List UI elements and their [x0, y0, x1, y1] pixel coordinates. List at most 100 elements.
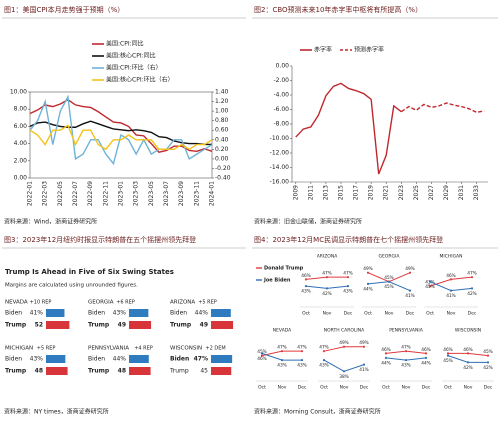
legend-label: 预测赤字率: [354, 46, 384, 54]
data-label: 49%: [363, 266, 373, 272]
line: [29, 120, 212, 146]
y-tick-label: -4.00: [273, 92, 289, 99]
state-margin: +5 REP: [198, 300, 217, 306]
data-label: 46%: [301, 273, 311, 279]
y-tick-label: -6.00: [273, 106, 289, 113]
x-tick-label: Oct: [302, 311, 310, 317]
vote-share: 47%: [194, 356, 208, 363]
candidate-name: Trump: [5, 368, 27, 375]
bar: [46, 321, 70, 329]
data-label: 41%: [446, 293, 456, 299]
x-tick-label: Dec: [406, 311, 415, 317]
data-label: 42%: [483, 365, 493, 371]
y-tick-label: -16.00: [270, 179, 290, 186]
data-label: 49%: [359, 340, 369, 346]
x-tick-label: 2022-11: [102, 181, 109, 206]
state-margin: +6 REP: [116, 300, 135, 306]
candidate-name: Trump: [169, 368, 189, 375]
vote-share: 44%: [195, 310, 209, 317]
bar: [46, 367, 68, 375]
data-label: 43%: [301, 289, 311, 295]
data-label: 46%: [421, 347, 431, 353]
y-tick-label: -0.20: [215, 165, 231, 172]
data-label: 47%: [319, 345, 329, 351]
x-tick-label: 2019: [368, 185, 375, 200]
point: [404, 350, 408, 353]
data-label: 45%: [483, 349, 493, 355]
legend-label: 美国:CPI:环比（右）: [106, 64, 162, 72]
x-tick-label: Dec: [360, 385, 369, 391]
candidate-name: Biden: [88, 356, 105, 363]
data-label: 44%: [381, 360, 391, 366]
y-tick-label: 0.00: [215, 155, 229, 162]
state-name: MICHIGAN: [440, 254, 463, 260]
bar: [211, 367, 232, 375]
line: [400, 102, 485, 114]
y-tick-label: -2.00: [273, 77, 289, 84]
point: [362, 345, 366, 348]
plot-frame: [29, 91, 213, 179]
point: [280, 359, 284, 362]
y-tick-label: 1.20: [215, 98, 229, 105]
x-tick-label: 2025: [413, 185, 420, 200]
vote-share: 49: [200, 322, 208, 329]
x-tick-label: 2023-11: [193, 181, 200, 206]
x-tick-label: 2029: [443, 185, 450, 200]
point: [366, 282, 370, 285]
vote-share: 49: [118, 322, 126, 329]
y-tick-label: 2.00: [14, 157, 28, 164]
x-tick-label: 2022-01: [27, 181, 34, 206]
source: 资料来源：Morning Consult，浙商证券研究所: [254, 408, 381, 416]
data-label: 43%: [401, 363, 411, 369]
x-tick-label: 2033: [473, 185, 480, 200]
vote-share: 41%: [30, 310, 44, 317]
point: [342, 345, 346, 348]
state-margin: +10 REP: [30, 300, 52, 306]
point: [384, 352, 388, 355]
point: [466, 352, 470, 355]
point: [366, 271, 370, 274]
data-label: 45%: [443, 358, 453, 364]
point: [446, 352, 450, 355]
point: [362, 363, 366, 366]
bar: [129, 309, 149, 317]
x-tick-label: 2009: [292, 185, 299, 200]
source: 资料来源：旧金山联储，浙商证券研究所: [254, 218, 362, 226]
x-tick-label: Nov: [323, 311, 332, 317]
data-label: 46%: [446, 273, 456, 279]
x-tick-label: 2017: [353, 185, 360, 200]
y-tick-label: -12.00: [270, 150, 290, 157]
data-label: 47%: [467, 271, 477, 277]
x-tick-label: 2023-01: [118, 181, 125, 206]
y-tick-label: 0.00: [14, 175, 28, 182]
source: 资料来源：NY times，浙商证券研究所: [4, 408, 109, 416]
candidate-name: Trump: [88, 368, 110, 375]
y-tick-label: 10.00: [10, 89, 27, 96]
state-name: ARIZONA: [317, 254, 339, 260]
x-tick-label: 2027: [428, 185, 435, 200]
x-tick-label: Oct: [426, 311, 434, 317]
state-name: GEORGIA: [379, 254, 401, 260]
data-label: 47%: [322, 271, 332, 277]
point: [325, 276, 329, 279]
data-label: 42%: [322, 291, 332, 297]
point: [304, 285, 308, 288]
source: 资料来源：Wind，浙商证券研究所: [4, 218, 97, 226]
x-tick-label: 2022-03: [42, 181, 49, 206]
x-tick-label: 2023: [398, 185, 405, 200]
y-tick-label: 0.80: [215, 117, 229, 124]
candidate-name: Biden: [170, 310, 187, 317]
data-label: 46%: [463, 347, 473, 353]
point: [408, 289, 412, 292]
x-tick-label: 2023-05: [148, 181, 155, 206]
x-tick-label: Dec: [468, 311, 477, 317]
vote-share: 43%: [30, 356, 44, 363]
data-label: 47%: [401, 345, 411, 351]
y-tick-label: 6.00: [14, 123, 28, 130]
y-tick-label: -10.00: [270, 135, 290, 142]
state-name: MICHIGAN: [5, 346, 33, 352]
state-name: NEVADA: [273, 328, 292, 334]
point: [466, 361, 470, 364]
legend-label: 赤字率: [314, 46, 332, 54]
y-tick-label: 1.40: [215, 89, 229, 96]
